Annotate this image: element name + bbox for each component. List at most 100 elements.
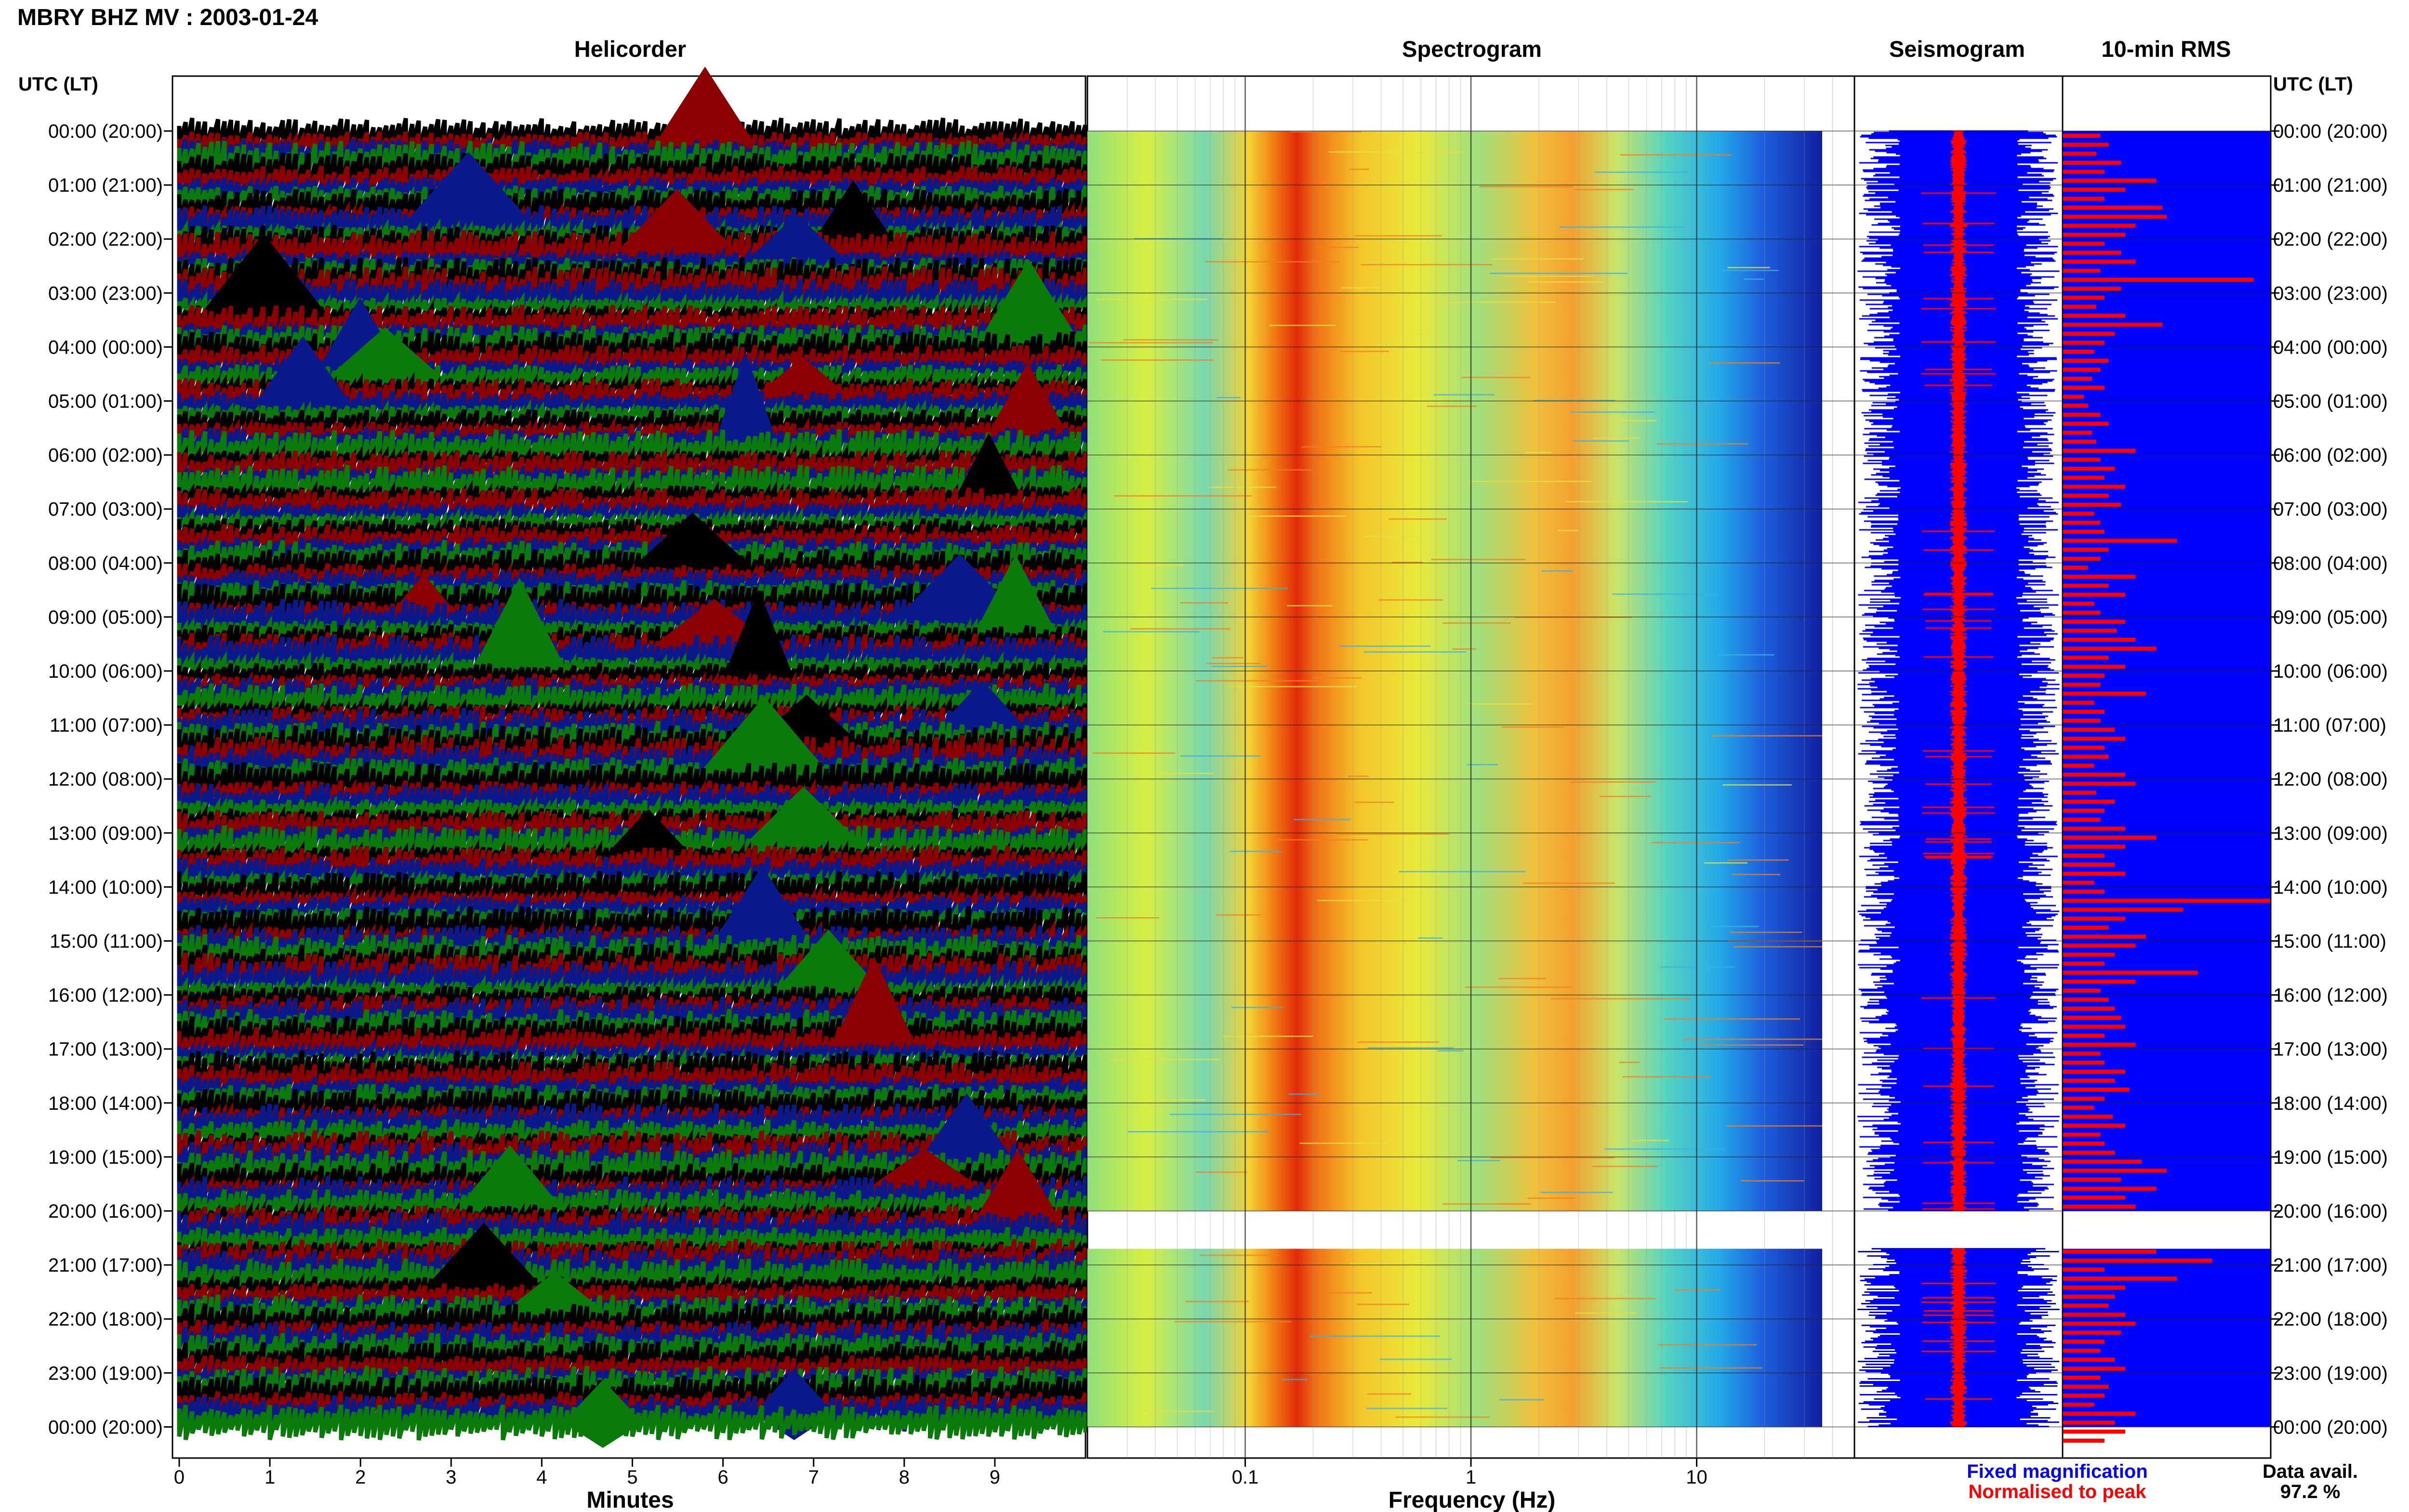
spectrogram-streak bbox=[1205, 261, 1339, 263]
spectrogram-streak bbox=[1364, 536, 1420, 537]
rms-bar bbox=[2063, 646, 2157, 651]
spectrogram-streak bbox=[1127, 1131, 1269, 1132]
spectrogram-streak bbox=[1593, 437, 1640, 439]
spectrogram-streak bbox=[1414, 333, 1439, 335]
spectrogram-streak bbox=[1675, 1289, 1721, 1291]
spectrogram-streak bbox=[1350, 1263, 1424, 1265]
rms-bar bbox=[2063, 835, 2157, 840]
spectrogram-streak bbox=[1658, 1344, 1757, 1346]
spectrogram-streak bbox=[1135, 1410, 1213, 1412]
spectrogram-streak bbox=[1657, 443, 1748, 445]
spectrogram-streak bbox=[1366, 1407, 1447, 1409]
spectrogram-title: Spectrogram bbox=[1402, 36, 1542, 62]
time-label-right: 06:00 (02:00) bbox=[2273, 445, 2388, 466]
rms-bar bbox=[2063, 151, 2096, 156]
time-label-right: 11:00 (07:00) bbox=[2273, 715, 2386, 736]
spectrogram-streak bbox=[1501, 726, 1564, 728]
spectrogram-streak bbox=[1315, 247, 1359, 248]
rms-bar bbox=[2063, 629, 2117, 633]
spectrogram-panel: 0.1 1 10 bbox=[1086, 75, 1855, 1488]
rms-bar bbox=[2063, 277, 2254, 282]
rms-bar bbox=[2063, 466, 2115, 471]
rms-bar bbox=[2063, 1033, 2105, 1038]
rms-bar bbox=[2063, 746, 2105, 750]
time-label-right: 00:00 (20:00) bbox=[2273, 1417, 2388, 1438]
rms-bar bbox=[2063, 287, 2121, 291]
time-label-right: 14:00 (10:00) bbox=[2273, 877, 2388, 898]
spectrogram-streak bbox=[1622, 1076, 1710, 1078]
spectrogram-streak bbox=[1619, 1062, 1640, 1063]
rms-bar bbox=[2063, 485, 2125, 489]
rms-bar bbox=[2063, 871, 2125, 876]
spectrogram-streak bbox=[1525, 452, 1552, 453]
rms-bar bbox=[2063, 143, 2109, 147]
rms-bar bbox=[2063, 898, 2270, 903]
spectrogram-streak bbox=[1710, 926, 1759, 927]
rms-bar bbox=[2063, 1340, 2105, 1344]
rms-bar bbox=[2063, 1096, 2105, 1101]
spectrogram-streak bbox=[1540, 1192, 1613, 1193]
rms-bar bbox=[2063, 1430, 2125, 1434]
rms-bar bbox=[2063, 394, 2084, 399]
time-label-right: 05:00 (01:00) bbox=[2273, 391, 2388, 412]
spectrogram-streak bbox=[1206, 663, 1261, 664]
spectrogram-heatmap bbox=[1087, 76, 1833, 1458]
spectrogram-streak bbox=[1301, 446, 1381, 447]
rms-bar bbox=[2063, 736, 2125, 741]
rms-bar bbox=[2063, 1330, 2121, 1335]
rms-bar bbox=[2063, 934, 2146, 939]
helicorder-x-tick-label: 2 bbox=[355, 1467, 366, 1488]
rms-bar bbox=[2063, 700, 2094, 705]
helicorder-x-tick-label: 8 bbox=[899, 1467, 910, 1488]
time-label-left: 10:00 (06:00) bbox=[48, 661, 163, 682]
spectrogram-streak bbox=[1286, 605, 1333, 606]
rms-bar bbox=[2063, 1142, 2105, 1146]
time-labels-left: 00:00 (20:00) 01:00 (21:00) 02:00 (22:00) 0… bbox=[48, 121, 163, 1438]
rms-bar bbox=[2063, 673, 2105, 678]
rms-bar bbox=[2063, 341, 2105, 345]
spectrogram-streak bbox=[1734, 946, 1822, 947]
spectrogram-streak bbox=[1185, 1301, 1249, 1302]
rms-bar bbox=[2063, 1402, 2094, 1407]
rms-bar bbox=[2063, 925, 2109, 930]
time-label-left: 13:00 (09:00) bbox=[48, 823, 163, 844]
spectrogram-streak bbox=[1726, 1125, 1822, 1127]
rms-bar bbox=[2063, 727, 2115, 732]
rms-bar bbox=[2063, 971, 2198, 975]
spectrogram-streak bbox=[1089, 342, 1213, 343]
data-avail-label: Data avail. bbox=[2263, 1461, 2358, 1482]
spectrogram-x-tick-label: 1 bbox=[1466, 1467, 1476, 1488]
rms-bar bbox=[2063, 637, 2136, 642]
spectrogram-streak bbox=[1180, 755, 1260, 757]
rms-bar bbox=[2063, 998, 2109, 1002]
seismogram-panel bbox=[1853, 75, 2064, 1459]
time-label-left: 11:00 (07:00) bbox=[50, 715, 163, 736]
spectrogram-streak bbox=[1228, 469, 1311, 471]
spectrogram-streak bbox=[1317, 900, 1407, 901]
time-label-left: 14:00 (10:00) bbox=[48, 877, 163, 898]
spectrogram-streak bbox=[1389, 518, 1447, 520]
time-label-left: 08:00 (04:00) bbox=[48, 553, 163, 574]
data-avail-value: 97.2 % bbox=[2280, 1481, 2341, 1502]
spectrogram-streak bbox=[1564, 501, 1688, 502]
helicorder-x-tick-label: 1 bbox=[265, 1467, 275, 1488]
rms-bar bbox=[2063, 817, 2101, 822]
rms-bar bbox=[2063, 1150, 2115, 1155]
spectrogram-streak bbox=[1492, 258, 1584, 260]
rms-bar bbox=[2063, 322, 2163, 327]
rms-bar bbox=[2063, 206, 2163, 210]
spectrogram-streak bbox=[1574, 189, 1634, 190]
rms-bar bbox=[2063, 224, 2136, 228]
spectrogram-streak bbox=[1341, 287, 1381, 289]
spectrogram-streak bbox=[1288, 1093, 1321, 1095]
time-label-right: 03:00 (23:00) bbox=[2273, 283, 2388, 304]
spectrogram-streak bbox=[1479, 186, 1573, 187]
time-label-right: 22:00 (18:00) bbox=[2273, 1309, 2388, 1330]
rms-bar bbox=[2063, 458, 2101, 462]
spectrogram-streak bbox=[1490, 1157, 1615, 1158]
rms-bar bbox=[2063, 961, 2105, 966]
spectrogram-streak bbox=[1231, 1007, 1283, 1008]
time-header-right: UTC (LT) bbox=[2273, 74, 2353, 95]
rms-bar bbox=[2063, 1357, 2115, 1362]
spectrogram-streak bbox=[1498, 978, 1546, 979]
